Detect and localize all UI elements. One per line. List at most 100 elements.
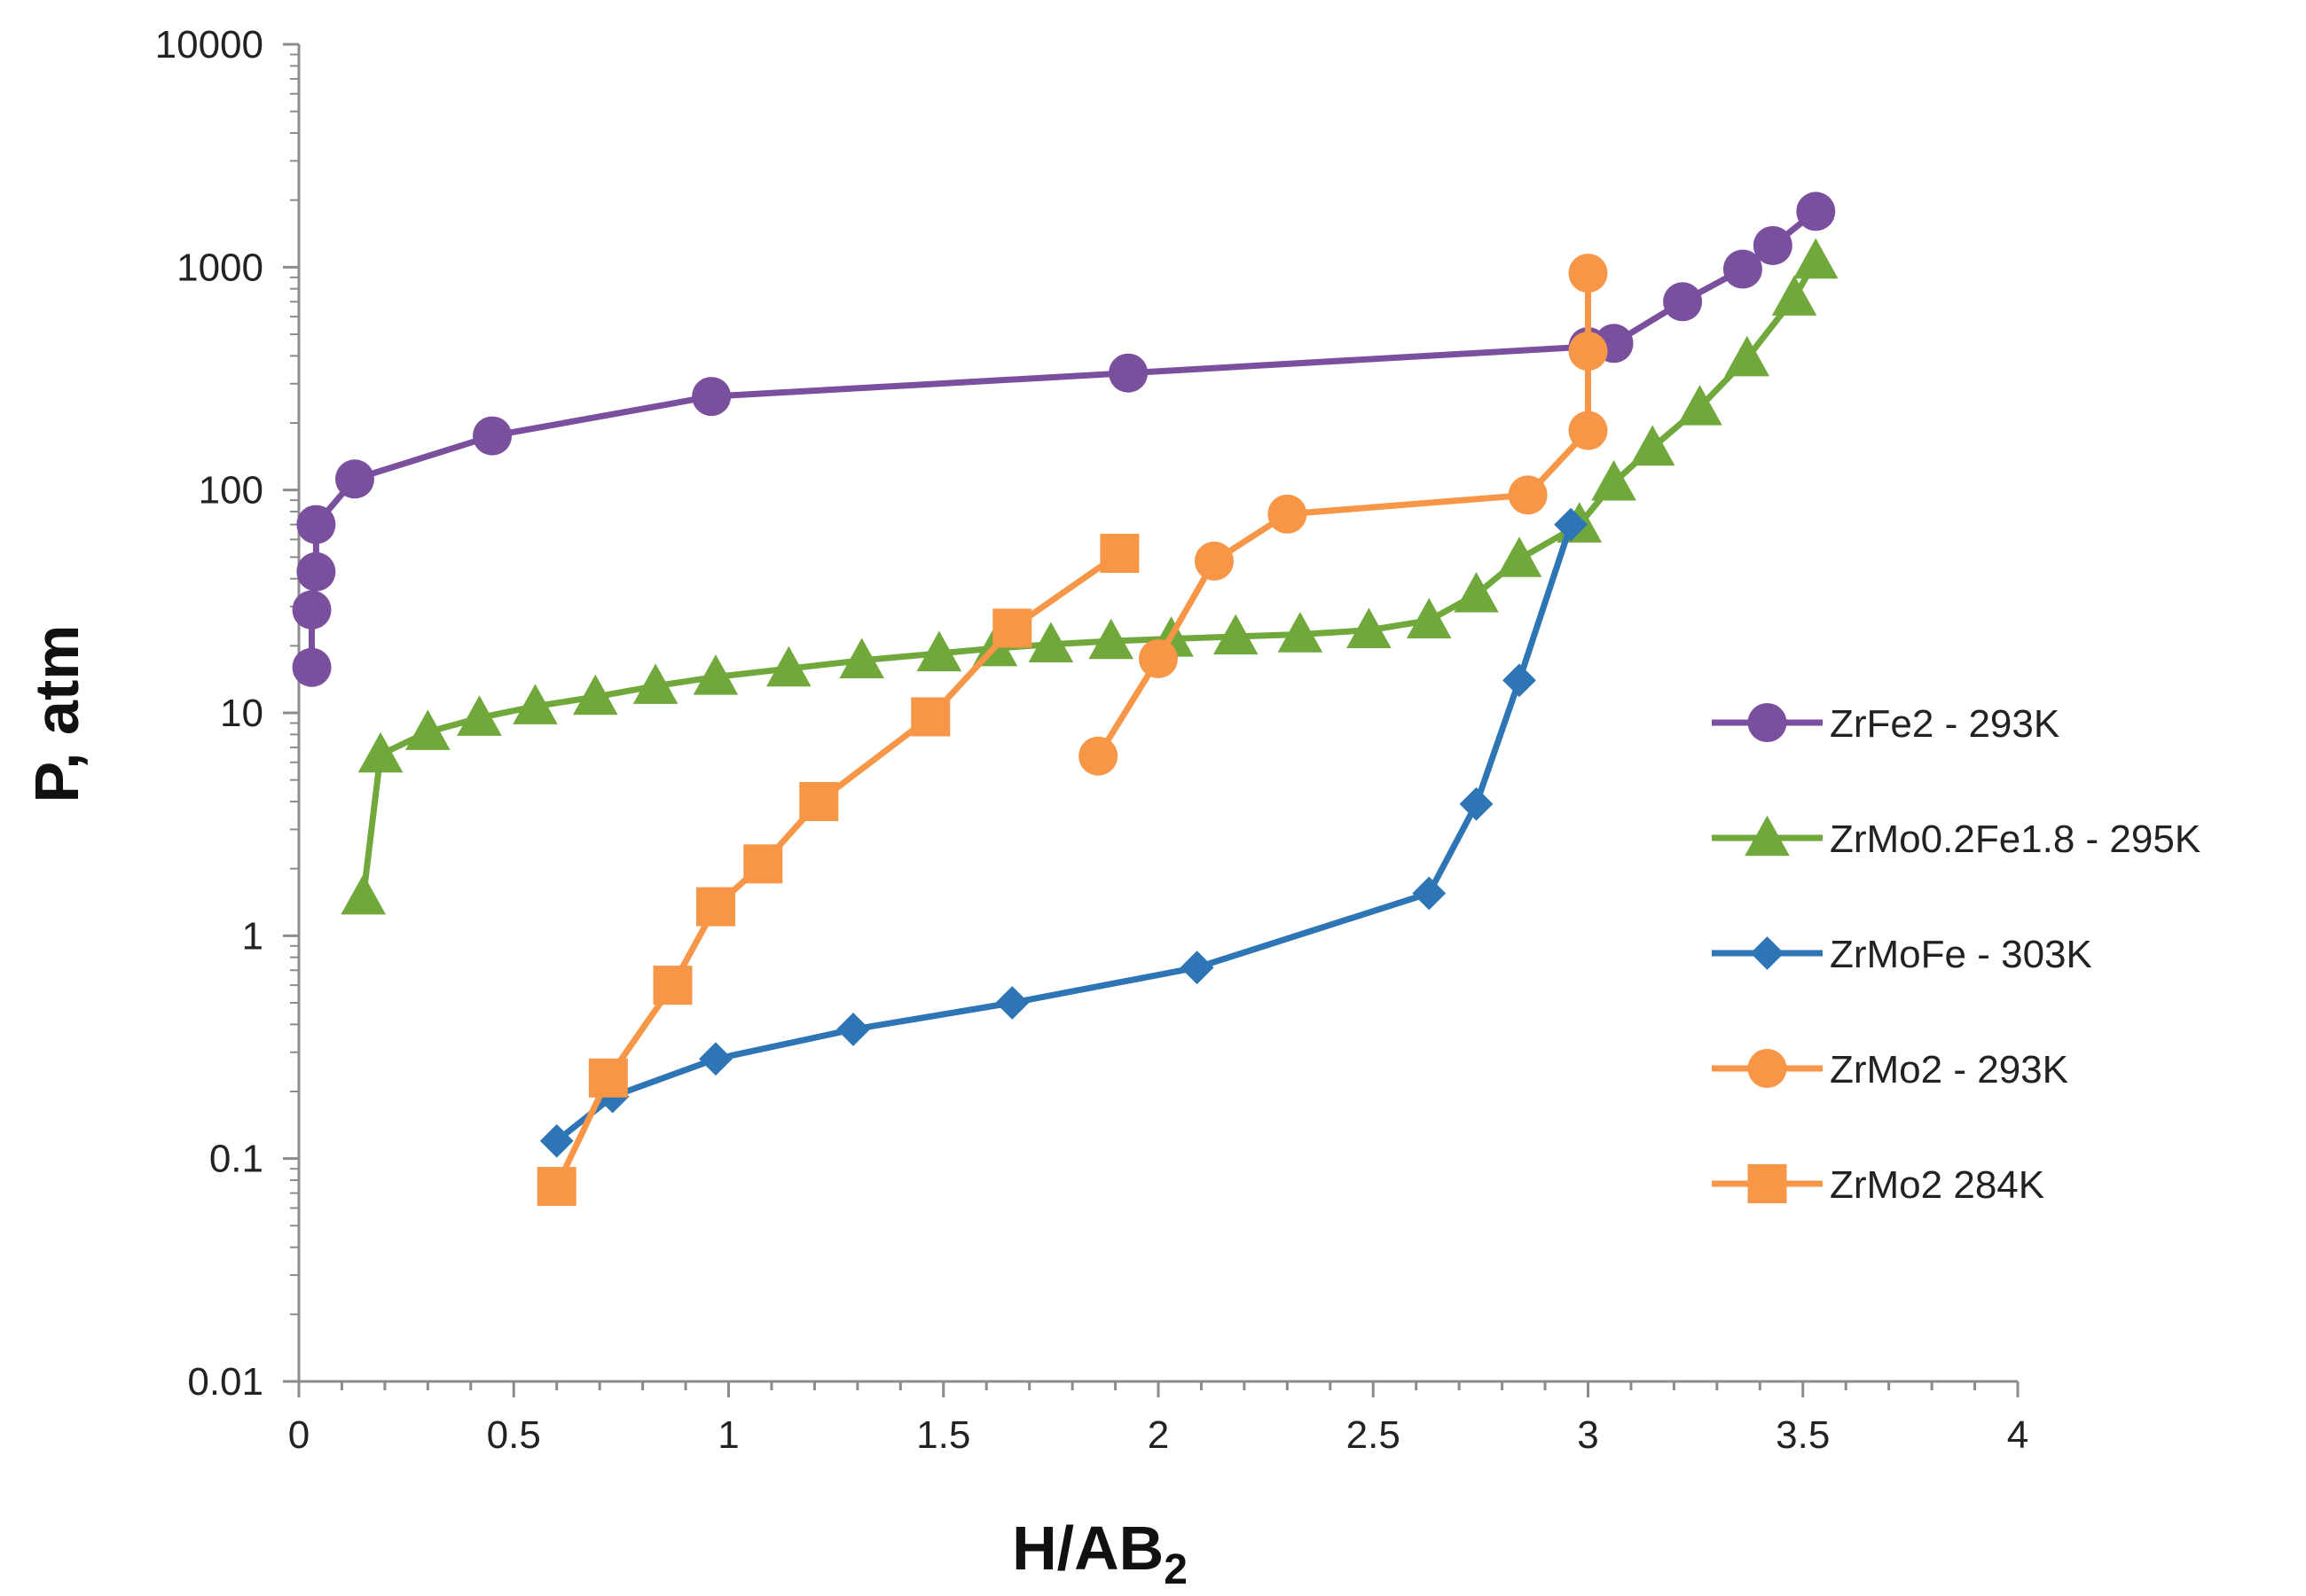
data-point: [1180, 951, 1214, 985]
data-point: [766, 645, 812, 687]
data-point: [405, 709, 451, 750]
legend-entry: ZrFe2 - 293K: [1712, 702, 2059, 746]
y-axis-title: P, atm: [22, 624, 91, 802]
data-point: [1454, 572, 1499, 613]
data-point: [1724, 335, 1770, 377]
data-point: [1277, 612, 1323, 653]
legend-entry: ZrMo0.2Fe1.8 - 295K: [1712, 815, 2200, 861]
data-point: [1554, 507, 1588, 542]
data-point: [1194, 541, 1234, 581]
data-point: [357, 732, 404, 773]
x-axis-ticks: 0 0.5 1 1.5 2 2.5 3 3.5 4: [288, 1381, 2028, 1457]
data-point: [292, 647, 332, 687]
legend-swatch-marker: [1750, 936, 1784, 970]
legend-label: ZrMo0.2Fe1.8 - 295K: [1830, 818, 2200, 861]
y-tick-label: 10: [220, 692, 263, 735]
y-tick-label: 1000: [176, 246, 263, 289]
data-point: [513, 684, 558, 724]
data-point: [839, 638, 884, 679]
data-point: [1568, 254, 1608, 293]
legend-entry: ZrMoFe - 303K: [1712, 933, 2092, 976]
data-point: [699, 1042, 733, 1076]
data-point: [743, 844, 783, 884]
data-point: [799, 782, 839, 822]
data-point: [1796, 192, 1836, 231]
data-point: [695, 887, 735, 927]
x-tick-label: 3.5: [1776, 1413, 1830, 1457]
series-2: [539, 507, 1588, 1158]
legend-swatch-marker: [1745, 815, 1790, 857]
legend-label: ZrFe2 - 293K: [1830, 702, 2059, 746]
data-point: [1629, 425, 1675, 466]
data-point: [992, 608, 1032, 648]
x-axis-title-subscript: 2: [1164, 1546, 1188, 1593]
data-point: [916, 630, 962, 672]
y-axis-ticks: 0.01 0.1 1 10 100 1000 10000: [155, 23, 299, 1404]
data-point: [1078, 736, 1118, 776]
data-point: [1267, 494, 1307, 534]
x-tick-label: 2.5: [1346, 1413, 1400, 1457]
data-point: [296, 505, 336, 544]
data-point: [1502, 663, 1536, 698]
data-point: [1100, 534, 1140, 574]
data-point: [1346, 607, 1392, 648]
data-point: [539, 1123, 574, 1158]
data-point: [1792, 238, 1839, 279]
data-point: [573, 674, 618, 716]
data-point: [334, 459, 374, 499]
data-point: [1139, 638, 1178, 678]
legend-label: ZrMo2 - 293K: [1830, 1048, 2068, 1091]
data-point: [1028, 622, 1074, 662]
y-tick-label: 100: [199, 469, 263, 512]
legend-entry: ZrMo2 - 293K: [1712, 1048, 2068, 1091]
legend-swatch-marker: [1747, 703, 1787, 742]
data-point: [292, 590, 332, 630]
data-point: [1722, 249, 1762, 289]
x-tick-label: 1.5: [916, 1413, 970, 1457]
x-tick-label: 0.5: [487, 1413, 541, 1457]
y-tick-label: 0.1: [209, 1138, 263, 1181]
series-3: [1078, 254, 1608, 776]
data-point: [632, 663, 678, 704]
data-point: [1508, 475, 1548, 515]
x-tick-label: 4: [2007, 1413, 2028, 1457]
legend: ZrFe2 - 293K ZrMo0.2Fe1.8 - 295K ZrMoFe - …: [1712, 702, 2200, 1207]
legend-entry: ZrMo2 284K: [1712, 1163, 2044, 1207]
data-point: [341, 873, 386, 915]
legend-swatch-marker: [1747, 1164, 1787, 1203]
data-point: [457, 695, 502, 736]
data-point: [836, 1013, 870, 1046]
data-point: [1591, 459, 1636, 501]
data-point: [1568, 411, 1608, 450]
x-axis-title-main: H/AB: [1012, 1514, 1164, 1583]
legend-label: ZrMoFe - 303K: [1830, 933, 2092, 976]
data-point: [1753, 225, 1792, 265]
y-tick-label: 0.01: [187, 1360, 263, 1404]
x-tick-label: 3: [1577, 1413, 1598, 1457]
data-point: [1412, 876, 1447, 911]
series-4: [537, 534, 1140, 1207]
data-point: [1109, 353, 1149, 393]
plot-area: [292, 192, 1839, 1207]
data-point: [1459, 786, 1494, 821]
data-point: [1496, 536, 1542, 577]
data-point: [995, 986, 1030, 1020]
series-0: [292, 192, 1836, 687]
data-point: [1406, 598, 1452, 638]
data-point: [1568, 332, 1608, 372]
x-tick-label: 1: [718, 1413, 739, 1457]
x-tick-label: 0: [288, 1413, 310, 1457]
x-axis-title: H/AB2: [1012, 1514, 1188, 1593]
legend-swatch-marker: [1747, 1049, 1787, 1088]
series-line: [554, 523, 1574, 1144]
data-point: [1771, 275, 1817, 316]
x-tick-label: 2: [1148, 1413, 1169, 1457]
data-point: [296, 552, 336, 591]
data-point: [1663, 282, 1703, 322]
legend-label: ZrMo2 284K: [1830, 1163, 2044, 1207]
data-point: [473, 416, 513, 456]
y-tick-label: 1: [242, 914, 263, 958]
data-point: [653, 966, 693, 1005]
y-tick-label: 10000: [155, 23, 263, 66]
